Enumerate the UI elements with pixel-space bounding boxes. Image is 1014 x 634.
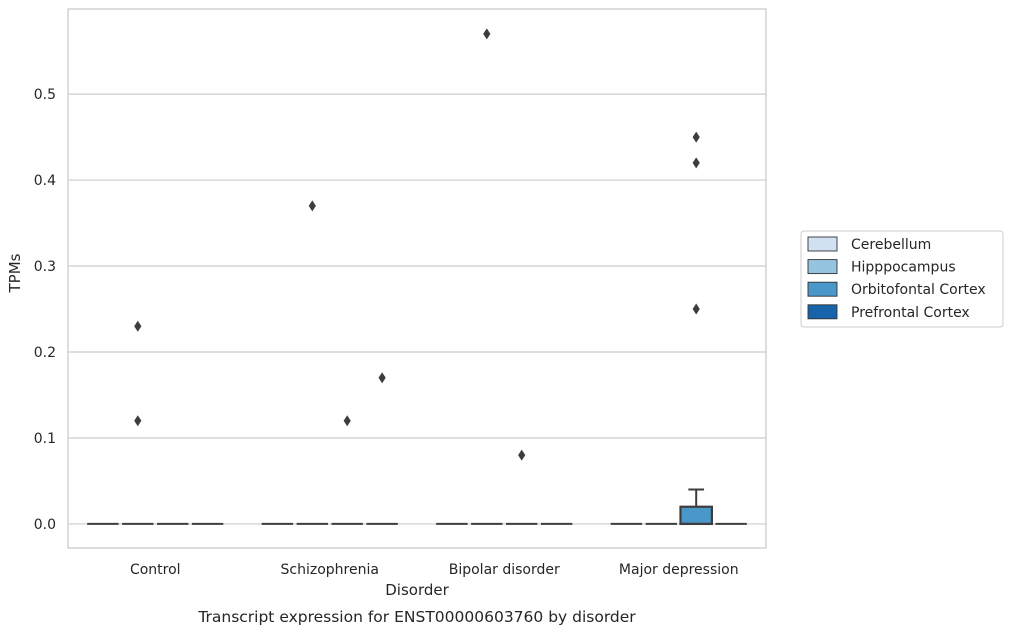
legend-label: Orbitofontal Cortex [851, 282, 986, 298]
legend-label: Cerebellum [851, 237, 931, 253]
outlier-point [343, 415, 351, 427]
box-plot-marks [87, 28, 747, 526]
outlier-point [308, 200, 316, 212]
y-axis-ticks: 0.0 0.1 0.2 0.3 0.4 0.5 [34, 87, 56, 533]
outlier-point [134, 320, 142, 332]
box-rect [679, 505, 714, 526]
box-group [471, 28, 503, 525]
outlier-point [483, 28, 491, 40]
plot-area-frame [67, 8, 767, 549]
legend-label: Prefrontal Cortex [851, 305, 970, 321]
legend: Cerebellum Hipppocampus Orbitofontal Corte… [800, 230, 1004, 328]
box-group [331, 415, 363, 525]
y-tick-label: 0.3 [34, 259, 56, 275]
y-tick-label: 0.4 [34, 173, 56, 189]
y-tick-label: 0.0 [34, 517, 56, 533]
outlier-point [692, 131, 700, 143]
y-tick-label: 0.2 [34, 345, 56, 361]
x-tick-label: Bipolar disorder [449, 562, 560, 578]
grid-lines [68, 93, 766, 525]
x-axis-label: Disorder [385, 581, 449, 599]
box-group [366, 372, 398, 525]
legend-frame [800, 230, 1004, 328]
outlier-point [692, 303, 700, 315]
x-axis-ticks: Control Schizophrenia Bipolar disorder Majo… [130, 562, 739, 578]
box-group [122, 320, 154, 525]
chart-caption: Transcript expression for ENST0000060376… [197, 608, 636, 626]
box-group [679, 131, 714, 526]
legend-swatch [807, 259, 838, 275]
x-tick-label: Major depression [619, 562, 739, 578]
y-tick-label: 0.5 [34, 87, 56, 103]
y-axis-label: TPMs [6, 253, 24, 293]
x-tick-label: Schizophrenia [281, 562, 379, 578]
legend-swatch [807, 236, 838, 252]
legend-label: Hipppocampus [851, 260, 956, 276]
legend-swatch [807, 281, 838, 297]
box-group [296, 200, 329, 525]
outlier-point [134, 415, 142, 427]
y-tick-label: 0.1 [34, 431, 56, 447]
outlier-point [692, 157, 700, 169]
legend-items: Cerebellum Hipppocampus Orbitofontal Corte… [807, 236, 986, 321]
outlier-point [378, 372, 386, 384]
box-group [505, 449, 538, 525]
legend-swatch [807, 304, 838, 320]
x-tick-label: Control [130, 562, 181, 578]
outlier-point [518, 449, 526, 461]
